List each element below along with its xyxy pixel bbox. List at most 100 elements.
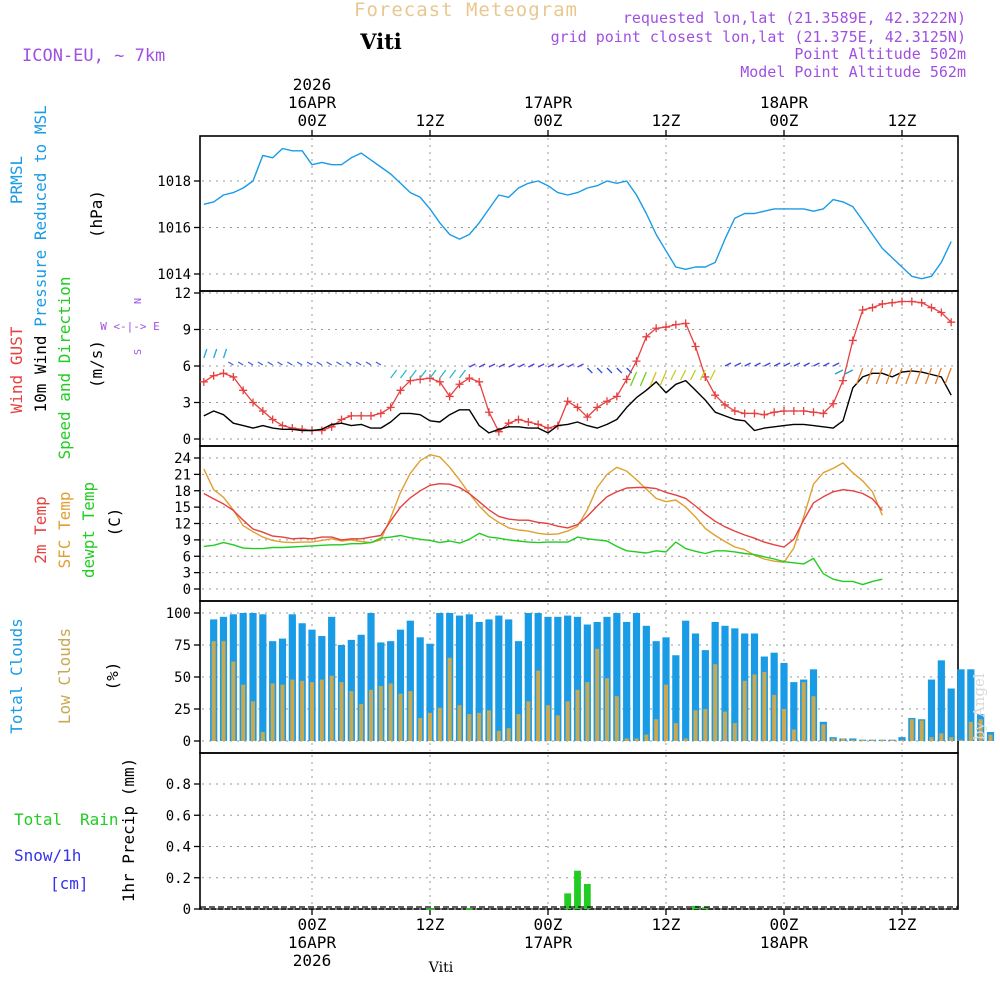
low-cloud-bar [398, 693, 403, 741]
top-axis-label: 00Z [770, 111, 799, 130]
wind-direction-arrow [528, 363, 535, 368]
gust-marker [799, 407, 808, 416]
top-axis-label: 12Z [888, 111, 917, 130]
low-cloud-bar [241, 684, 246, 741]
low-cloud-bar [467, 714, 472, 741]
wind-direction-label: Speed and Direction [55, 276, 74, 459]
top-axis-label: 16APR [288, 93, 337, 112]
total-cloud-bar [406, 620, 414, 741]
wind-ytick-label: 12 [174, 286, 191, 302]
pressure-ytick-label: 1018 [157, 174, 191, 190]
gust-marker [652, 324, 661, 333]
low-cloud-bar [290, 679, 295, 741]
gust-marker [691, 342, 700, 351]
low-cloud-bar [506, 728, 511, 741]
wind-direction-arrow [306, 361, 313, 366]
pressure-unit-label: (hPa) [87, 190, 106, 238]
low-cloud-bar [437, 707, 442, 741]
low-cloud-bar [536, 670, 541, 741]
pressure-panel-frame [199, 135, 959, 292]
wind-direction-arrow [813, 362, 820, 367]
precip-bar [701, 907, 709, 909]
total-cloud-bar [573, 616, 582, 741]
total-cloud-bar [426, 643, 434, 741]
model-altitude: Model Point Altitude 562m [740, 63, 966, 81]
low-cloud-bar [604, 678, 609, 741]
wind-direction-arrow [934, 367, 942, 385]
gust-marker [622, 375, 631, 384]
watermark: by Angel [970, 673, 988, 740]
wind-direction-arrow [944, 367, 952, 385]
bottom-axis-label: 00Z [770, 915, 799, 934]
clouds-ytick-label: 75 [174, 638, 191, 654]
temperature-ytick-label: 12 [174, 517, 191, 533]
total-cloud-bar [347, 639, 355, 741]
wind-direction-arrow [449, 369, 457, 379]
wind-direction-arrow [764, 362, 771, 367]
precip-total-label: Total [14, 810, 62, 829]
precip-bar [574, 870, 581, 909]
total-cloud-bar [652, 641, 660, 741]
wind-direction-arrow [277, 361, 283, 366]
precip-bar [564, 893, 572, 909]
clouds-ytick-label: 100 [166, 606, 191, 622]
low-cloud-bar [693, 710, 698, 741]
total-cloud-bar [554, 616, 562, 741]
gust-marker [593, 403, 602, 412]
wind-direction-arrow [865, 367, 874, 385]
gust-marker [426, 374, 434, 383]
low-cloud-bar [811, 696, 816, 741]
gust-marker [838, 376, 847, 385]
low-cloud-bar [211, 641, 216, 741]
low-cloud-bar [781, 709, 786, 741]
compass-south: S [133, 349, 144, 355]
low-cloud-bar [565, 701, 570, 741]
wind-direction-arrow [478, 363, 486, 368]
precip-ytick-label: 0.2 [166, 871, 191, 887]
gust-marker [209, 371, 218, 380]
gust-marker [897, 297, 906, 306]
low-cloud-bar [870, 739, 875, 741]
total-cloud-bar [514, 641, 523, 741]
low-cloud-bar [300, 680, 305, 741]
temperature-ytick-label: 24 [174, 451, 191, 467]
wind-direction-arrow [626, 367, 633, 374]
low-cloud-bar [231, 661, 236, 741]
low-cloud-bar [801, 682, 806, 741]
precip-ytick-label: 0 [183, 902, 191, 918]
gust-marker [475, 377, 484, 386]
wind-direction-arrow [409, 369, 417, 379]
total-cloud-bar [613, 613, 621, 741]
total-cloud-bar [465, 614, 473, 741]
low-cloud-bar [585, 682, 590, 741]
low-cloud-bar [614, 696, 619, 741]
clouds-ytick-label: 25 [174, 702, 191, 718]
gust-marker [927, 303, 936, 312]
gust-marker [229, 372, 238, 381]
gust-marker [829, 399, 838, 408]
low-cloud-bar [418, 717, 423, 741]
wind-direction-arrow [783, 362, 791, 367]
gust-marker [219, 369, 228, 378]
wind-direction-arrow [639, 371, 647, 387]
gust-marker [386, 403, 395, 412]
low-cloud-bar [378, 685, 383, 741]
sfc-temp-label: SFC Temp [55, 491, 74, 568]
total-cloud-bar [475, 621, 483, 741]
pressure-ytick-label: 1016 [157, 221, 191, 237]
dewpt-line [203, 532, 883, 586]
total-cloud-bar [396, 629, 405, 741]
low-cloud-bar [831, 738, 836, 741]
gust-marker [730, 407, 739, 416]
bottom-axis-label: 2026 [293, 951, 332, 970]
gust-marker [848, 336, 857, 345]
wind-label: 10m Wind [31, 335, 50, 412]
gust-marker [602, 397, 611, 406]
gust-marker [288, 424, 297, 433]
clouds-ytick-label: 0 [183, 734, 191, 750]
gust-marker [858, 306, 867, 315]
low-cloud-bar [388, 683, 393, 741]
precip-axis-label: 1hr Precip (mm) [119, 758, 138, 903]
gust-marker [779, 407, 788, 416]
